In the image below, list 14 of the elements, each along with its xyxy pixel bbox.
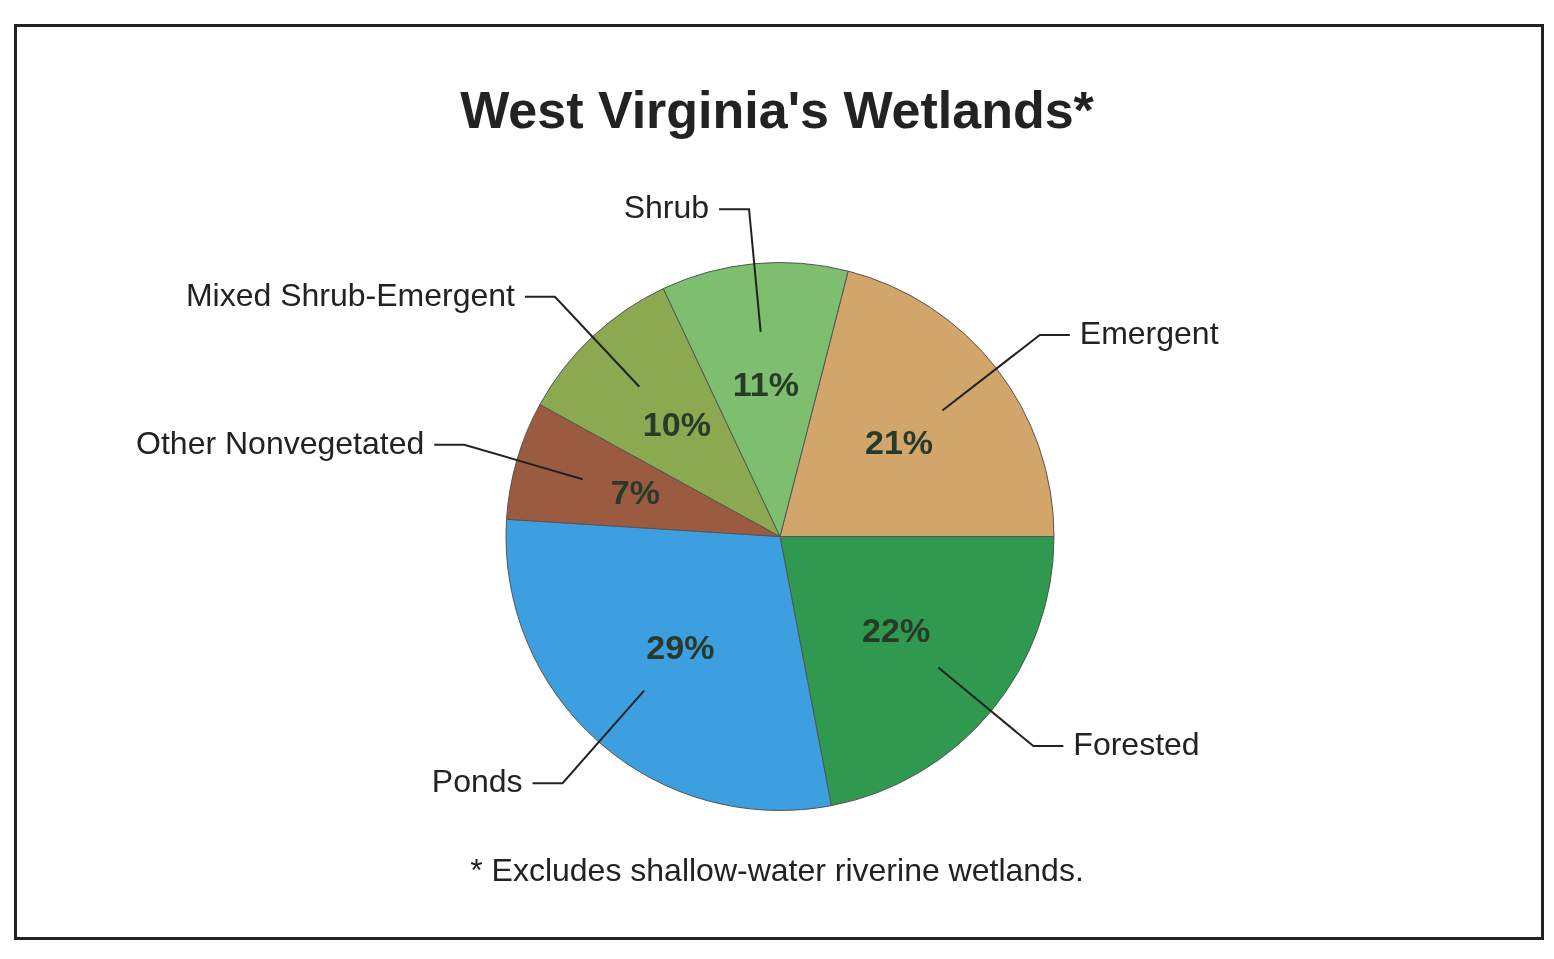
slice-label: Ponds xyxy=(431,762,523,799)
data-label: 22% xyxy=(862,610,931,649)
slice-label: Mixed Shrub-Emergent xyxy=(185,276,516,313)
data-label: 7% xyxy=(610,472,660,511)
slice-label: Emergent xyxy=(1079,314,1219,351)
data-label: 29% xyxy=(646,627,715,666)
chart-title: West Virginia's Wetlands* xyxy=(459,80,1095,140)
slice-label: Shrub xyxy=(623,188,710,225)
slice-label: Forested xyxy=(1073,725,1200,762)
data-label: 21% xyxy=(865,422,934,461)
slice-label: Other Nonvegetated xyxy=(136,424,425,461)
data-label: 11% xyxy=(732,364,799,403)
data-label: 10% xyxy=(642,405,711,444)
text: * Excludes shallow-water riverine wetlands. xyxy=(469,852,1085,889)
